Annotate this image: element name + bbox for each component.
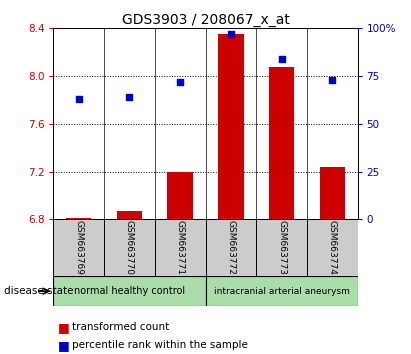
Bar — [218, 34, 243, 219]
Text: normal healthy control: normal healthy control — [74, 286, 185, 296]
Text: GSM663770: GSM663770 — [125, 220, 134, 275]
Text: percentile rank within the sample: percentile rank within the sample — [72, 340, 248, 350]
Text: transformed count: transformed count — [72, 322, 169, 332]
Text: GSM663773: GSM663773 — [277, 220, 286, 275]
Bar — [256, 219, 307, 276]
Text: ■: ■ — [58, 339, 69, 352]
Point — [126, 94, 133, 100]
Text: GSM663774: GSM663774 — [328, 220, 337, 275]
Point — [76, 96, 82, 102]
Point — [278, 56, 285, 62]
Text: intracranial arterial aneurysm: intracranial arterial aneurysm — [214, 287, 349, 296]
Bar — [269, 67, 294, 219]
Bar — [53, 219, 104, 276]
Bar — [104, 219, 155, 276]
Text: GSM663772: GSM663772 — [226, 220, 236, 275]
Bar — [117, 211, 142, 219]
Point — [177, 79, 183, 85]
Bar — [206, 276, 358, 306]
Bar — [66, 218, 91, 219]
Text: GSM663771: GSM663771 — [175, 220, 185, 275]
Bar — [206, 219, 256, 276]
Point — [329, 77, 335, 83]
Text: ■: ■ — [58, 321, 69, 334]
Bar — [319, 167, 345, 219]
Bar — [53, 276, 206, 306]
Point — [228, 31, 234, 37]
Title: GDS3903 / 208067_x_at: GDS3903 / 208067_x_at — [122, 13, 289, 27]
Text: GSM663769: GSM663769 — [74, 220, 83, 275]
Text: disease state: disease state — [4, 286, 74, 296]
Bar — [155, 219, 206, 276]
Bar — [168, 172, 193, 219]
Bar — [307, 219, 358, 276]
